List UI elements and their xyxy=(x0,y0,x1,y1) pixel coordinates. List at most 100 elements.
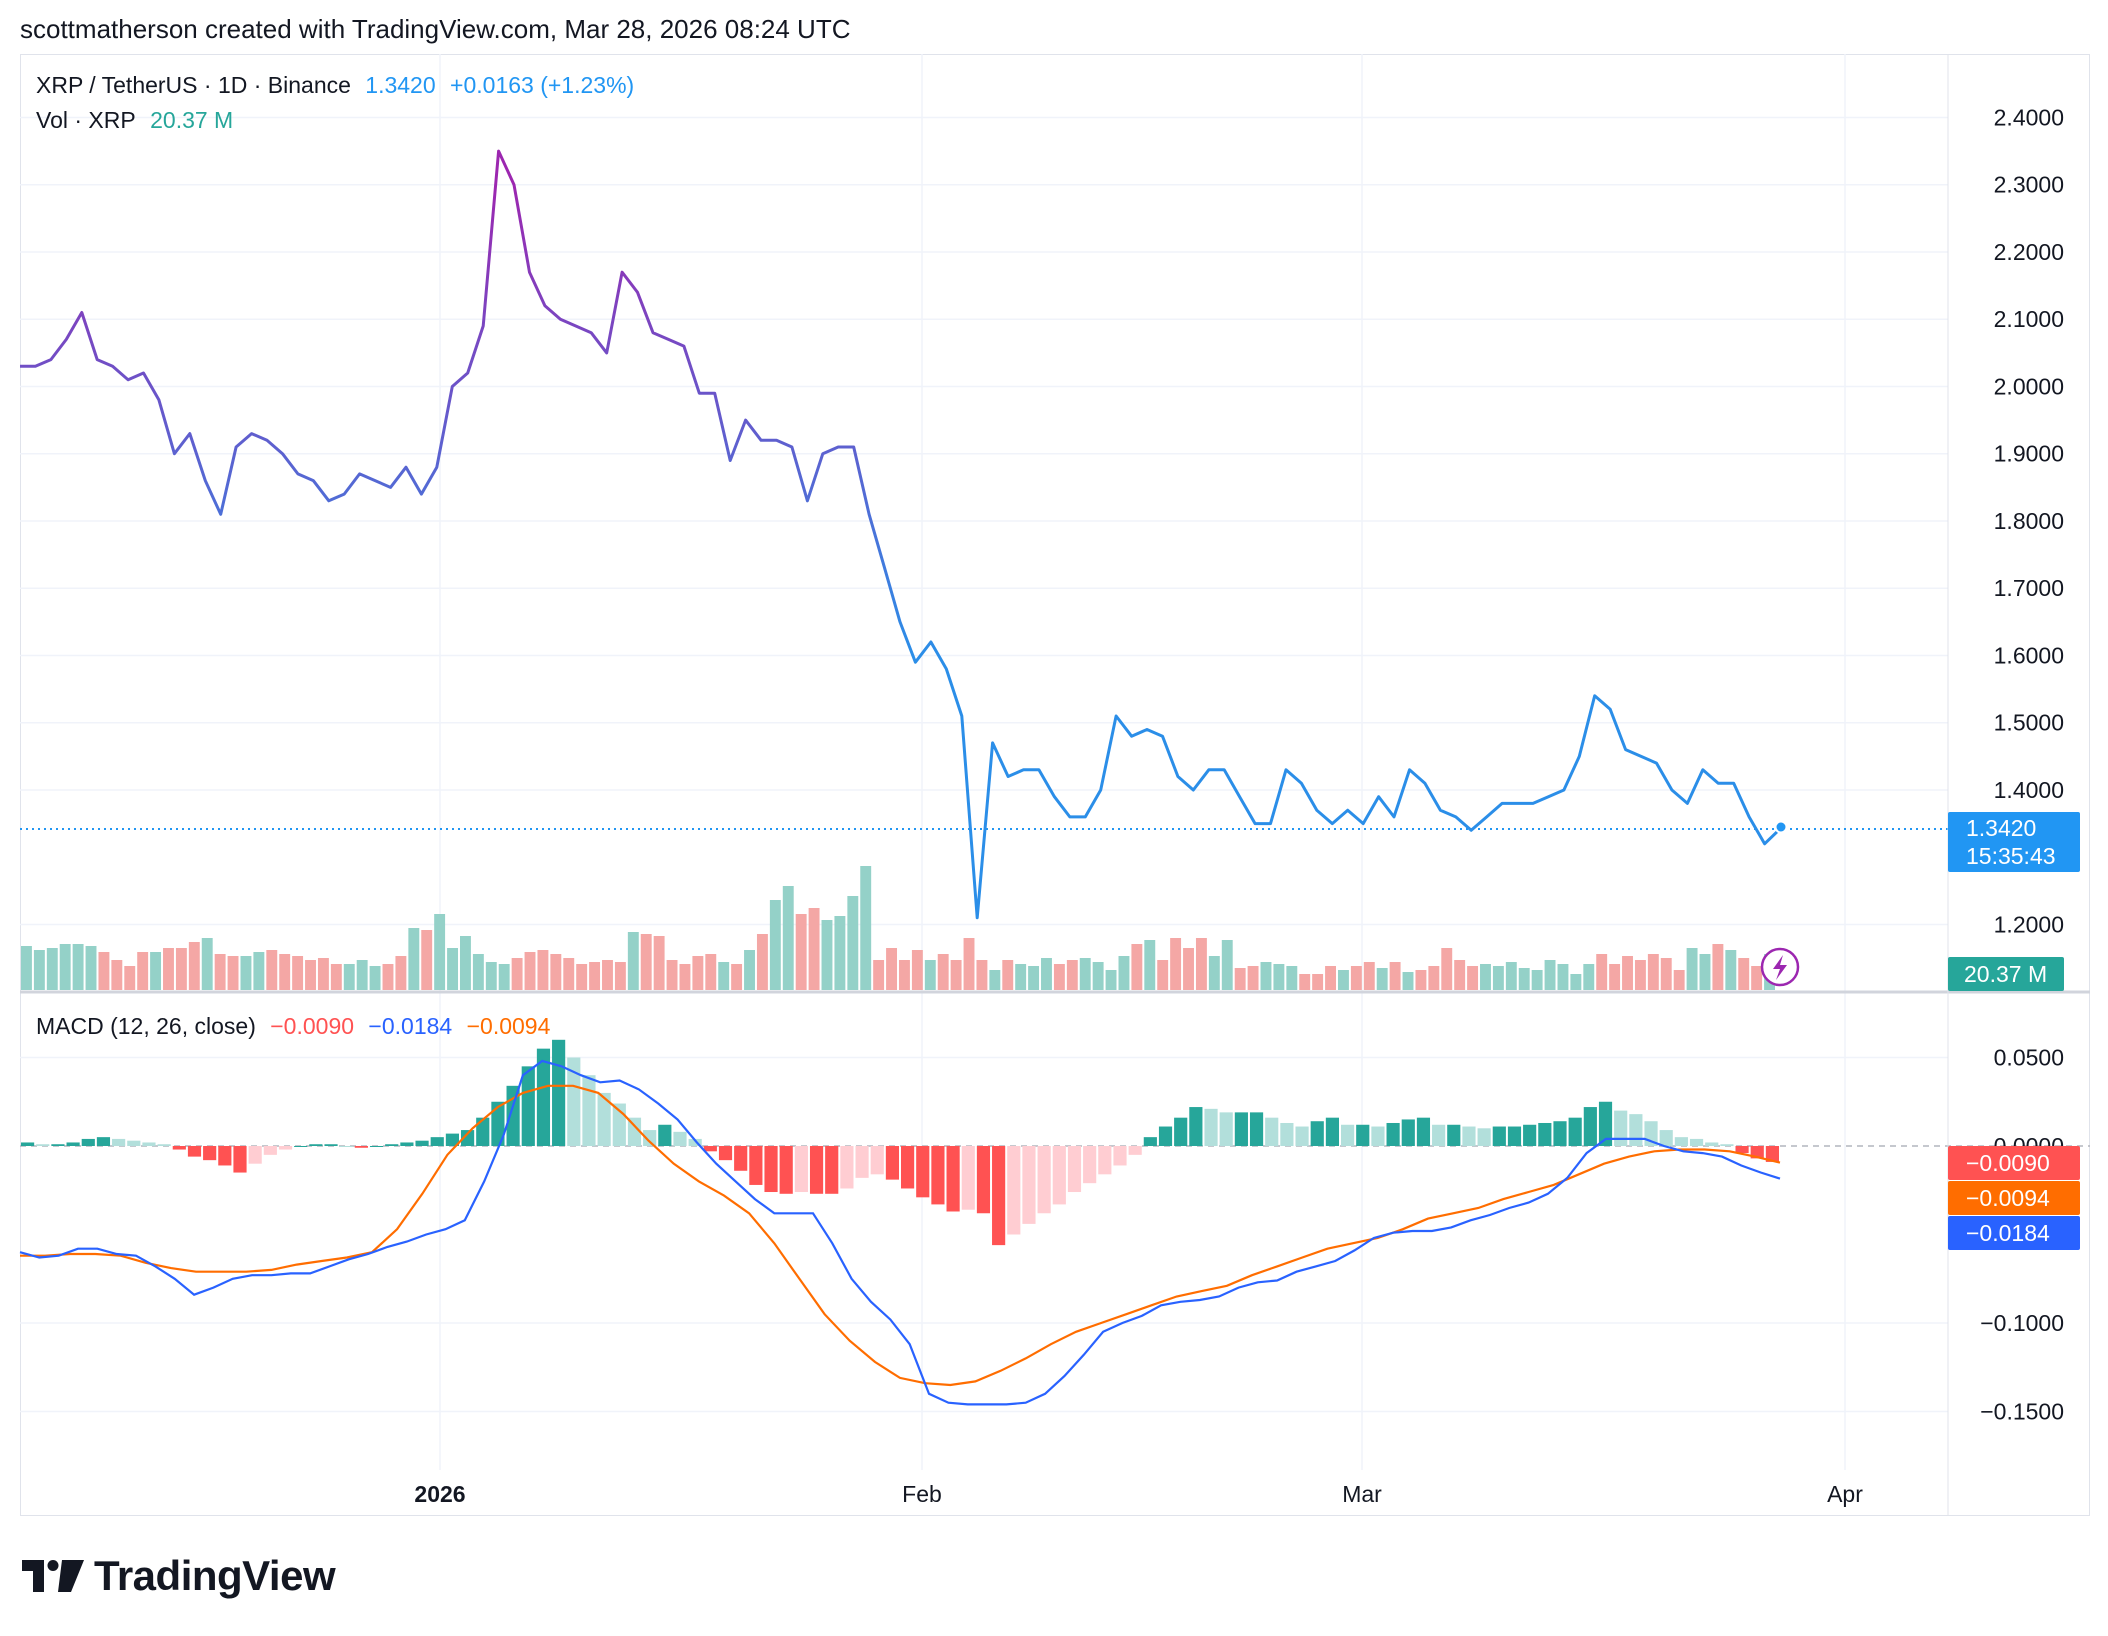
macd-histogram-bar xyxy=(51,1144,65,1146)
macd-histogram-bar xyxy=(1265,1117,1279,1146)
tradingview-logo[interactable]: TradingView xyxy=(22,1552,336,1600)
volume-bar xyxy=(963,938,975,990)
volume-bar xyxy=(1028,966,1040,990)
volume-bar xyxy=(537,950,549,990)
macd-tick-label: 0.0500 xyxy=(1994,1045,2064,1071)
lightning-icon[interactable] xyxy=(1760,947,1800,987)
macd-legend: MACD (12, 26, close) −0.0090 −0.0184 −0.… xyxy=(36,1013,558,1040)
macd-histogram-bar xyxy=(1341,1124,1355,1146)
price-tick-label: 2.4000 xyxy=(1994,104,2064,130)
price-tick-label: 2.2000 xyxy=(1994,239,2064,265)
volume-bar xyxy=(666,960,678,990)
macd-histogram-bar xyxy=(354,1146,368,1148)
price-tick-label: 2.1000 xyxy=(1994,306,2064,332)
volume-bar xyxy=(1234,968,1246,990)
macd-histogram-bar xyxy=(324,1144,338,1146)
volume-bar xyxy=(1092,962,1104,990)
volume-bar xyxy=(679,964,691,990)
price-tick-label: 2.0000 xyxy=(1994,373,2064,399)
volume-bar xyxy=(1428,966,1440,990)
macd-histogram-bar xyxy=(1158,1126,1173,1146)
volume-bar xyxy=(1131,944,1143,990)
volume-bar xyxy=(1208,956,1220,990)
macd-histogram-bar xyxy=(1432,1124,1446,1146)
macd-histogram-bar xyxy=(96,1137,111,1146)
macd-histogram-bar xyxy=(1386,1122,1400,1146)
macd-histogram-bar xyxy=(1568,1117,1582,1146)
macd-histogram-bar xyxy=(916,1146,930,1198)
price-change: +0.0163 (+1.23%) xyxy=(450,72,635,98)
volume-bar xyxy=(1609,964,1621,990)
macd-histogram-bar xyxy=(749,1146,763,1185)
macd-histogram-bar xyxy=(1325,1117,1339,1146)
macd-histogram-bar xyxy=(309,1144,323,1146)
volume-bar xyxy=(576,964,588,990)
macd-tick-label: −0.1500 xyxy=(1980,1399,2064,1425)
macd-histogram-bar xyxy=(1174,1117,1188,1146)
price-series xyxy=(20,149,1782,920)
macd-histogram-bar xyxy=(1477,1128,1491,1146)
macd-histogram-bar xyxy=(1310,1121,1324,1146)
volume-bar xyxy=(201,938,213,990)
volume-bar xyxy=(782,886,794,990)
macd-histogram-bar xyxy=(369,1146,384,1147)
volume-bar xyxy=(524,952,536,990)
macd-histogram-bar xyxy=(339,1146,353,1147)
price-tick-label: 1.2000 xyxy=(1994,911,2064,937)
volume-bar xyxy=(563,958,575,990)
volume-bar xyxy=(511,958,523,990)
volume-bar xyxy=(976,960,988,990)
volume-bar xyxy=(305,960,316,990)
volume-bar xyxy=(21,946,32,990)
price-line xyxy=(20,149,1782,920)
macd-label[interactable]: MACD (12, 26, close) xyxy=(36,1013,256,1039)
macd-histogram-bar xyxy=(233,1146,247,1173)
macd-histogram-bar xyxy=(218,1146,232,1166)
volume-bar xyxy=(1170,938,1182,990)
macd-histogram-bar xyxy=(521,1066,535,1146)
volume-tag: 20.37 M xyxy=(1948,957,2064,991)
macd-histogram-bar xyxy=(1052,1146,1066,1205)
volume-bar xyxy=(1002,960,1014,990)
macd-histogram-bar xyxy=(536,1048,551,1146)
macd-tick-label: −0.1000 xyxy=(1980,1310,2064,1336)
macd-histogram-bar xyxy=(81,1138,95,1146)
volume-bar xyxy=(1596,954,1608,990)
volume-bar xyxy=(692,956,704,990)
symbol-label[interactable]: XRP / TetherUS · 1D · Binance xyxy=(36,72,351,98)
volume-bar xyxy=(59,944,71,990)
macd-histogram-bar xyxy=(1022,1146,1036,1224)
volume-bar xyxy=(1363,962,1375,990)
chart-attribution: scottmatherson created with TradingView.… xyxy=(20,14,851,44)
macd-line-tag: −0.0184 xyxy=(1948,1216,2080,1250)
volume-bar xyxy=(950,960,962,990)
last-price: 1.3420 xyxy=(365,72,436,98)
volume-bar xyxy=(1286,966,1298,990)
volume-bar xyxy=(408,928,420,990)
volume-bar xyxy=(1673,970,1685,990)
macd-histogram-bar xyxy=(961,1146,975,1210)
macd-histogram-bar xyxy=(1249,1112,1264,1146)
volume-bar xyxy=(602,960,613,990)
volume-bar xyxy=(860,866,872,990)
volume-bar xyxy=(150,952,162,990)
volume-bar xyxy=(111,960,123,990)
svg-text:20.37 M: 20.37 M xyxy=(1964,961,2047,987)
macd-histogram-bar xyxy=(688,1138,702,1146)
price-tick-label: 1.6000 xyxy=(1994,642,2064,668)
volume-bar xyxy=(1751,966,1763,990)
last-price-dot xyxy=(1774,820,1788,834)
volume-label[interactable]: Vol · XRP xyxy=(36,107,136,133)
macd-histogram-bar xyxy=(1234,1112,1248,1146)
svg-text:−0.0094: −0.0094 xyxy=(1966,1185,2050,1211)
volume-bar xyxy=(1415,970,1427,990)
volume-bar xyxy=(1183,948,1194,990)
volume-bar xyxy=(1338,970,1349,990)
macd-histogram-bar xyxy=(1614,1110,1628,1146)
macd-histogram-bar xyxy=(703,1146,717,1152)
volume-bar xyxy=(227,956,239,990)
macd-histogram-bar xyxy=(552,1039,566,1146)
macd-histogram-bar xyxy=(1280,1122,1294,1146)
volume-bar xyxy=(1105,970,1117,990)
